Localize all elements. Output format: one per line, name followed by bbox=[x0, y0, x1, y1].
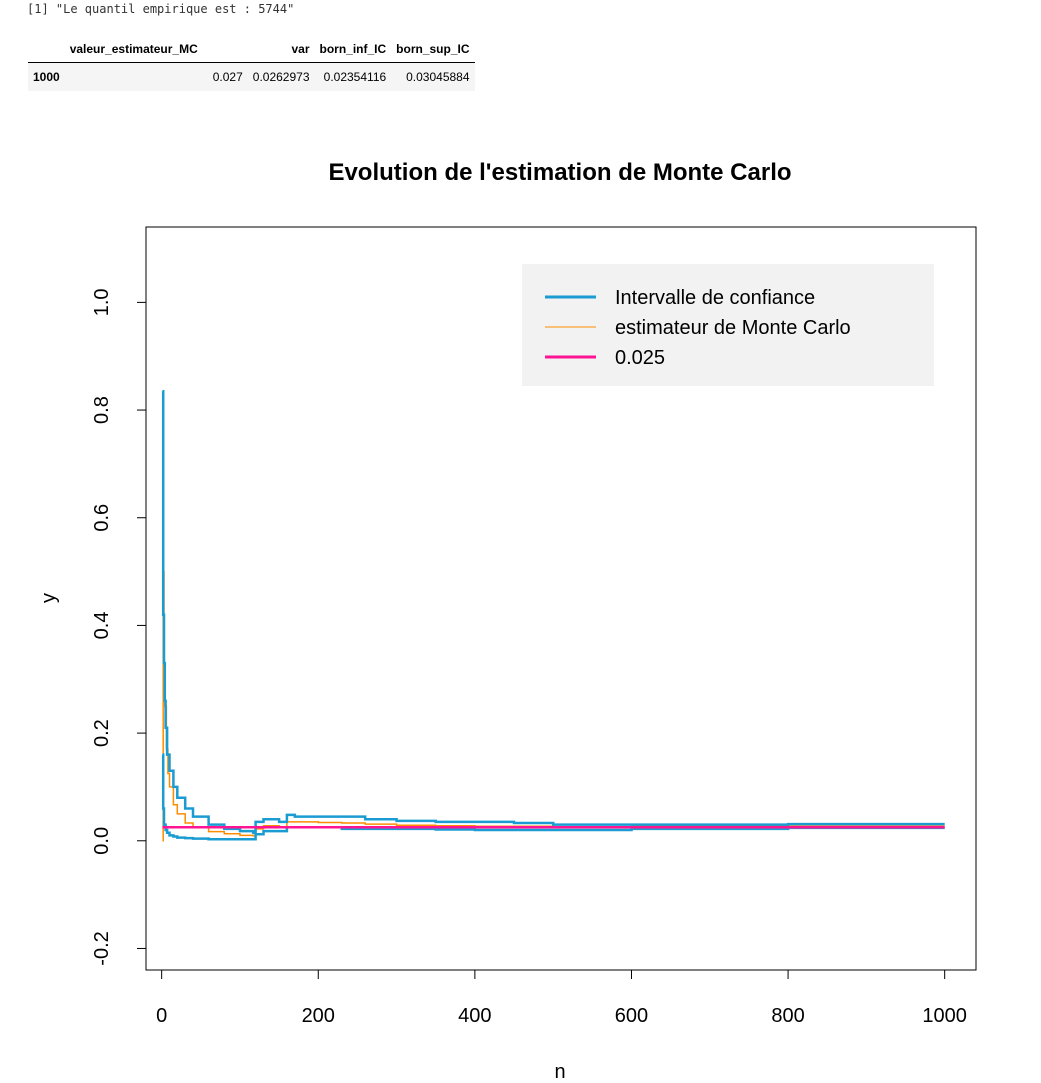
legend-background bbox=[522, 264, 934, 386]
series-line-0 bbox=[161, 389, 945, 834]
y-tick-label: -0.2 bbox=[91, 931, 113, 965]
series-line-1 bbox=[161, 753, 945, 841]
series-layer bbox=[161, 389, 945, 842]
x-tick-label: 1000 bbox=[922, 1005, 967, 1027]
table-row: 1000 0.027 0.0262973 0.02354116 0.030458… bbox=[28, 62, 475, 91]
header-var: var bbox=[247, 38, 315, 63]
cell-valeur-estimateur: 0.027 bbox=[64, 62, 248, 91]
y-tick-label: 0.8 bbox=[91, 396, 113, 424]
legend-label-ref: 0.025 bbox=[615, 347, 665, 369]
x-tick-label: 200 bbox=[302, 1005, 335, 1027]
y-tick-label: 0.0 bbox=[91, 827, 113, 855]
y-tick-label: 0.2 bbox=[91, 719, 113, 747]
cell-born-sup: 0.03045884 bbox=[391, 62, 475, 91]
x-tick-label: 400 bbox=[458, 1005, 491, 1027]
y-tick-label: 0.4 bbox=[91, 612, 113, 640]
y-tick-label: 1.0 bbox=[91, 288, 113, 316]
x-tick-label: 800 bbox=[771, 1005, 804, 1027]
results-table: valeur_estimateur_MC var born_inf_IC bor… bbox=[28, 38, 475, 91]
series-line-2 bbox=[162, 570, 945, 842]
y-tick-label: 0.6 bbox=[91, 504, 113, 532]
row-name: 1000 bbox=[28, 62, 65, 91]
cell-born-inf: 0.02354116 bbox=[314, 62, 392, 91]
y-axis-label: y bbox=[38, 593, 60, 603]
header-rowname bbox=[28, 38, 65, 63]
cell-var: 0.0262973 bbox=[247, 62, 315, 91]
x-axis-label: n bbox=[554, 1061, 565, 1083]
header-born-inf: born_inf_IC bbox=[314, 38, 392, 63]
header-valeur-estimateur: valeur_estimateur_MC bbox=[64, 38, 248, 63]
legend-label-mc: estimateur de Monte Carlo bbox=[615, 317, 851, 339]
x-tick-label: 600 bbox=[615, 1005, 648, 1027]
x-axis: 0 200 400 600 800 1000 bbox=[156, 969, 967, 1027]
legend: Intervalle de confiance estimateur de Mo… bbox=[522, 264, 934, 386]
table-header-row: valeur_estimateur_MC var born_inf_IC bor… bbox=[28, 38, 475, 63]
console-output: [1] "Le quantil empirique est : 5744" bbox=[27, 2, 295, 16]
y-axis: -0.2 0.0 0.2 0.4 0.6 0.8 1.0 bbox=[91, 288, 147, 966]
x-tick-label: 0 bbox=[156, 1005, 167, 1027]
chart-title: Evolution de l'estimation de Monte Carlo bbox=[328, 159, 791, 186]
header-born-sup: born_sup_IC bbox=[391, 38, 475, 63]
legend-label-ic: Intervalle de confiance bbox=[615, 287, 815, 309]
